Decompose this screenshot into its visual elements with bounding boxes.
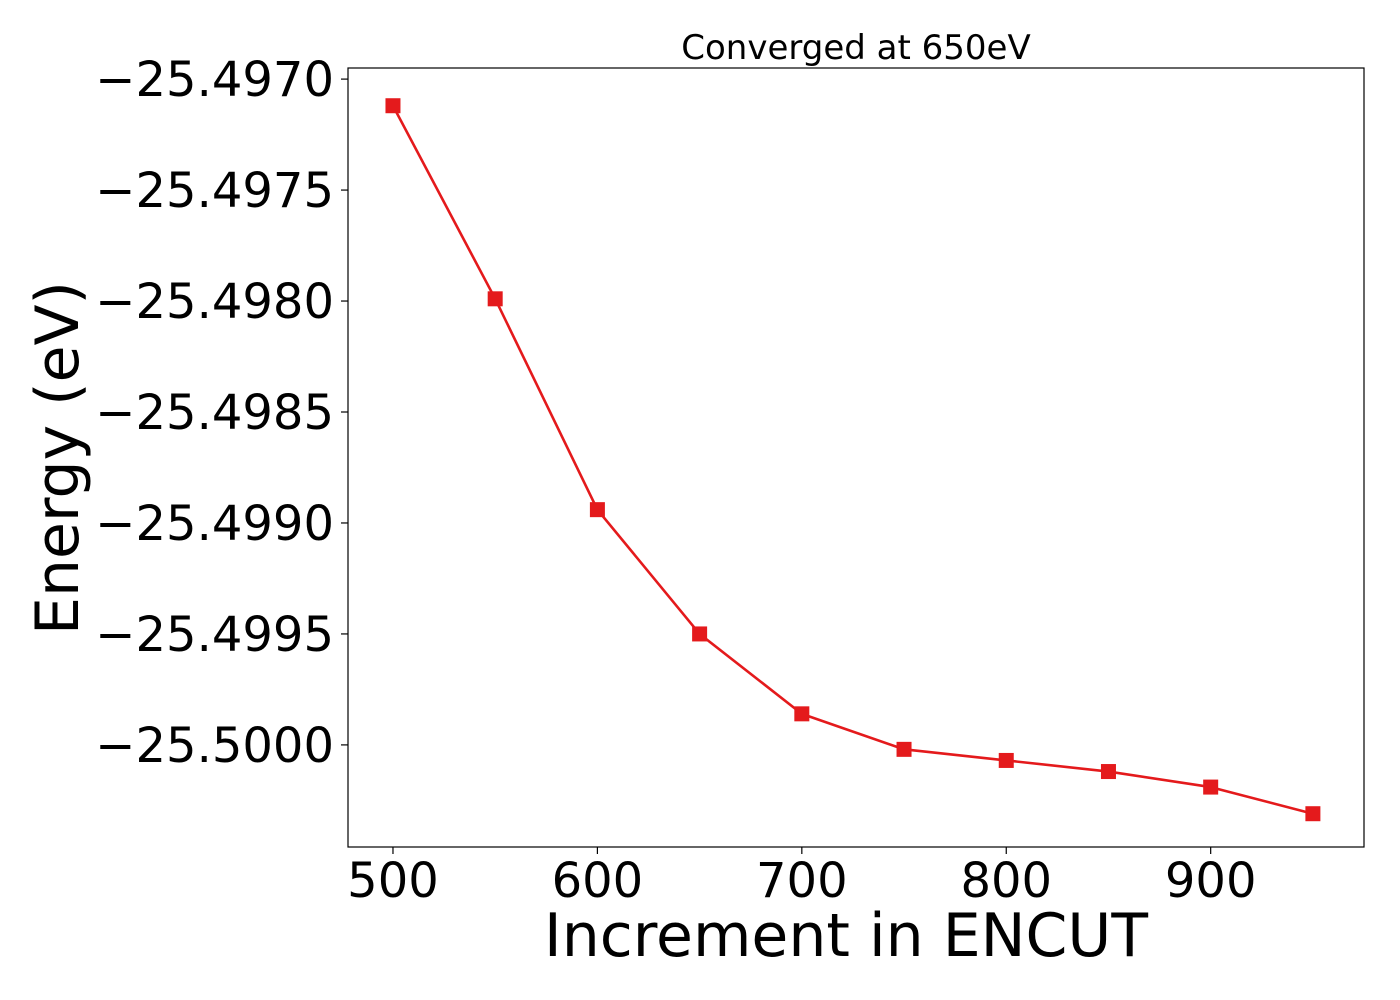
data-point-marker xyxy=(998,752,1014,768)
y-tick-label: −25.4975 xyxy=(95,163,334,219)
x-axis-label: Increment in ENCUT xyxy=(544,901,1148,971)
y-tick-label: −25.5000 xyxy=(95,718,334,774)
y-tick-label: −25.4970 xyxy=(95,52,334,108)
axis-ticks: 500 600 700 800 900 −25.4970 −25.4975 −25.4980 −… xyxy=(95,52,1256,909)
plot-frame xyxy=(347,67,1365,848)
x-tick-label: 600 xyxy=(552,853,644,909)
data-point-marker xyxy=(1203,779,1219,795)
series-layer xyxy=(385,98,1321,822)
y-tick-label: −25.4980 xyxy=(95,274,334,330)
x-tick-label: 900 xyxy=(1165,853,1257,909)
y-tick-label: −25.4995 xyxy=(95,607,334,663)
data-point-marker xyxy=(385,98,401,114)
x-tick-label: 500 xyxy=(347,853,439,909)
x-tick-label: 800 xyxy=(960,853,1052,909)
x-tick-label: 700 xyxy=(756,853,848,909)
data-point-marker xyxy=(1305,806,1321,822)
series-line xyxy=(391,105,1314,815)
data-point-marker xyxy=(794,706,810,722)
data-point-marker xyxy=(896,741,912,757)
data-point-marker xyxy=(589,502,605,518)
y-tick-label: −25.4990 xyxy=(95,496,334,552)
data-point-marker xyxy=(1100,764,1116,780)
y-axis-label: Energy (eV) xyxy=(23,281,93,635)
chart-title: Converged at 650eV xyxy=(681,28,1030,68)
data-point-marker xyxy=(487,291,503,307)
data-point-marker xyxy=(692,626,708,642)
y-tick-label: −25.4985 xyxy=(95,385,334,441)
